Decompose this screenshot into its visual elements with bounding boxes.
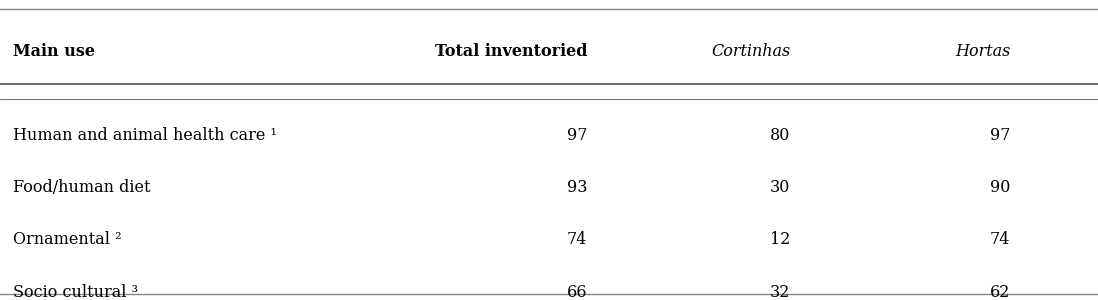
Text: Human and animal health care ¹: Human and animal health care ¹: [13, 127, 277, 143]
Text: Socio cultural ³: Socio cultural ³: [13, 284, 138, 300]
Text: 74: 74: [567, 232, 587, 248]
Text: 97: 97: [567, 127, 587, 143]
Text: Cortinhas: Cortinhas: [712, 43, 791, 59]
Text: 32: 32: [770, 284, 791, 300]
Text: Total inventoried: Total inventoried: [435, 43, 587, 59]
Text: Hortas: Hortas: [955, 43, 1010, 59]
Text: 74: 74: [989, 232, 1010, 248]
Text: Ornamental ²: Ornamental ²: [13, 232, 122, 248]
Text: 80: 80: [770, 127, 791, 143]
Text: 62: 62: [989, 284, 1010, 300]
Text: 30: 30: [770, 179, 791, 196]
Text: Main use: Main use: [13, 43, 96, 59]
Text: 66: 66: [567, 284, 587, 300]
Text: 93: 93: [567, 179, 587, 196]
Text: 12: 12: [770, 232, 791, 248]
Text: Food/human diet: Food/human diet: [13, 179, 150, 196]
Text: 90: 90: [989, 179, 1010, 196]
Text: 97: 97: [989, 127, 1010, 143]
